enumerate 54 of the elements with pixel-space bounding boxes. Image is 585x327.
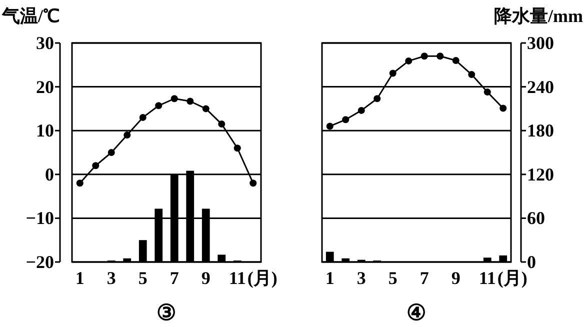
- y-tick-label: 10: [36, 120, 54, 141]
- point: [124, 131, 131, 138]
- point: [76, 180, 84, 187]
- x-tick-label: 3: [106, 268, 116, 288]
- x-tick-label: 3: [356, 268, 366, 288]
- y-axis-title: 气温/℃: [1, 6, 60, 26]
- x-tick-label: 7: [420, 268, 429, 288]
- point: [139, 114, 146, 121]
- text: ④: [406, 300, 426, 325]
- x-axis-title: (月): [247, 268, 278, 288]
- text: ③: [156, 300, 176, 325]
- point: [389, 70, 396, 77]
- x-tick-label: 1: [325, 268, 334, 288]
- point: [468, 71, 476, 78]
- point: [108, 149, 115, 156]
- x-tick-label: 9: [201, 268, 210, 288]
- point: [452, 57, 460, 64]
- point: [436, 52, 444, 60]
- point: [405, 57, 412, 64]
- y-tick-label: −20: [26, 252, 54, 272]
- y2-tick-label: 120: [527, 164, 554, 184]
- point: [326, 122, 334, 130]
- point: [170, 95, 178, 102]
- x-tick-label: 11: [228, 268, 246, 288]
- y2-tick-label: 180: [527, 120, 554, 141]
- y-tick-label: 30: [36, 33, 54, 53]
- y-tick-label: 0: [45, 164, 54, 184]
- x-tick-label: 5: [138, 268, 148, 288]
- x-tick-label: 7: [170, 268, 179, 288]
- point: [342, 116, 350, 124]
- x-tick-label: 5: [388, 268, 398, 288]
- y2-tick-label: 300: [527, 33, 554, 53]
- point: [250, 180, 257, 187]
- y-tick-label: 20: [36, 76, 54, 97]
- point: [218, 120, 226, 128]
- y2-tick-label: 240: [527, 76, 554, 97]
- y2-tick-label: 0: [527, 252, 536, 272]
- point: [234, 144, 241, 152]
- x-tick-label: 9: [451, 268, 460, 288]
- x-tick-label: 1: [75, 268, 84, 288]
- point: [420, 52, 428, 60]
- point: [92, 162, 100, 170]
- y2-axis-title: 降水量/mm: [494, 6, 583, 26]
- y-tick-label: −10: [26, 208, 54, 228]
- point: [374, 95, 381, 102]
- point: [155, 102, 162, 110]
- point: [202, 105, 210, 112]
- y2-tick-label: 60: [527, 208, 545, 228]
- point: [484, 88, 491, 96]
- point: [500, 104, 507, 112]
- point: [358, 106, 365, 114]
- x-axis-title: (月): [497, 268, 528, 288]
- x-tick-label: 11: [478, 268, 496, 288]
- point: [186, 98, 194, 105]
